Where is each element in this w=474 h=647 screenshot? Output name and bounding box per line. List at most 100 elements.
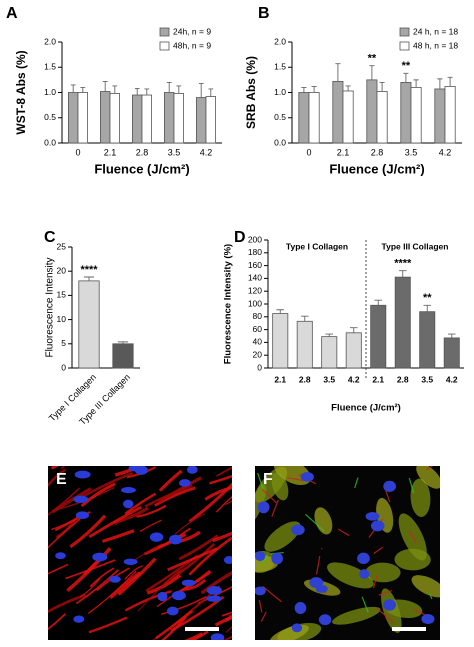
- bar: [366, 79, 378, 144]
- fiber: [48, 613, 67, 631]
- bar: [100, 91, 111, 144]
- x-tick-label: 2.8: [299, 374, 311, 384]
- bar: [443, 337, 460, 369]
- fiber: [189, 630, 209, 640]
- fiber: [409, 530, 417, 544]
- panel-label: D: [234, 229, 246, 246]
- nucleus: [179, 479, 191, 487]
- fiber: [146, 573, 182, 595]
- fiber: [354, 477, 359, 489]
- nucleus: [75, 511, 90, 520]
- fiber: [124, 492, 157, 515]
- error-bar: [301, 87, 307, 93]
- y-tick-label: 10: [57, 314, 67, 324]
- error-bar: [398, 270, 407, 278]
- y-tick-label: 100: [248, 298, 262, 308]
- x-tick-label: 2.8: [371, 147, 384, 157]
- bar: [296, 320, 313, 369]
- nucleus: [92, 552, 108, 562]
- y-tick-label: 200: [248, 234, 262, 244]
- nucleus: [291, 623, 303, 633]
- fiber: [321, 547, 323, 550]
- panel-label: F: [263, 471, 273, 488]
- fiber: [50, 466, 59, 470]
- y-tick-label: 60: [253, 324, 263, 334]
- fiber: [221, 611, 232, 617]
- significance-annotation: ****: [80, 264, 98, 276]
- panel-label: C: [44, 229, 56, 246]
- error-bar: [423, 304, 432, 312]
- fiber: [372, 575, 378, 589]
- fiber: [209, 474, 232, 485]
- y-axis-label: WST-8 Abs (%): [14, 50, 28, 134]
- nucleus: [55, 552, 66, 560]
- bar: [400, 82, 412, 144]
- bar: [109, 93, 121, 144]
- fiber: [136, 504, 167, 518]
- fiber: [338, 528, 350, 537]
- bar: [419, 311, 436, 369]
- y-tick-label: 0.5: [274, 112, 286, 122]
- fiber: [429, 593, 433, 600]
- bar: [342, 90, 354, 144]
- fiber: [377, 608, 395, 624]
- legend-swatch: [159, 27, 170, 37]
- fiber: [89, 567, 115, 588]
- bar: [141, 94, 153, 144]
- error-bar: [117, 341, 129, 344]
- fiber: [184, 632, 204, 640]
- y-tick-label: 15: [57, 290, 67, 300]
- x-axis-label: Fluence (J/cm²): [329, 161, 424, 176]
- fiber: [188, 482, 232, 523]
- fiber: [361, 596, 369, 613]
- error-bar: [325, 333, 334, 337]
- y-tick-label: 0.0: [274, 137, 286, 147]
- fiber: [214, 615, 232, 627]
- nucleus: [73, 615, 85, 623]
- legend-swatch: [399, 27, 410, 37]
- nucleus: [383, 599, 396, 611]
- y-tick-label: 1.5: [44, 62, 56, 72]
- nucleus: [109, 575, 121, 583]
- nucleus: [166, 606, 179, 616]
- legend-swatch: [399, 41, 410, 51]
- nucleus: [257, 501, 270, 514]
- x-tick-label: 4.2: [200, 147, 213, 157]
- panel-label: B: [258, 5, 270, 22]
- error-bar: [345, 85, 351, 91]
- bar: [308, 92, 320, 144]
- fiber: [48, 593, 87, 614]
- panel-label: E: [56, 471, 67, 488]
- cell: [394, 548, 431, 571]
- nucleus: [365, 511, 380, 521]
- nucleus: [206, 595, 222, 602]
- cell: [381, 588, 402, 633]
- fiber: [48, 518, 81, 549]
- fiber: [114, 511, 141, 526]
- nucleus: [157, 591, 168, 602]
- y-tick-label: 25: [57, 241, 67, 251]
- nucleus: [171, 590, 186, 601]
- cell: [314, 507, 333, 535]
- fiber: [117, 557, 157, 596]
- nucleus: [255, 551, 266, 562]
- fiber: [124, 590, 172, 612]
- fiber: [155, 609, 194, 640]
- fiber: [88, 616, 128, 634]
- nucleus: [359, 569, 370, 579]
- fiber: [262, 585, 282, 603]
- y-tick-label: 0: [61, 362, 66, 372]
- fiber: [261, 488, 277, 504]
- fiber: [228, 614, 232, 618]
- fiber: [169, 543, 216, 581]
- group-label: Type I Collagen: [286, 241, 348, 251]
- cell: [411, 575, 440, 598]
- error-bar: [208, 88, 214, 97]
- fiber: [102, 529, 135, 543]
- nucleus: [120, 487, 136, 494]
- fiber: [207, 421, 257, 463]
- x-tick-label: 2.1: [104, 147, 117, 157]
- fiber: [204, 486, 232, 501]
- bar: [272, 313, 289, 369]
- error-bar: [176, 85, 182, 94]
